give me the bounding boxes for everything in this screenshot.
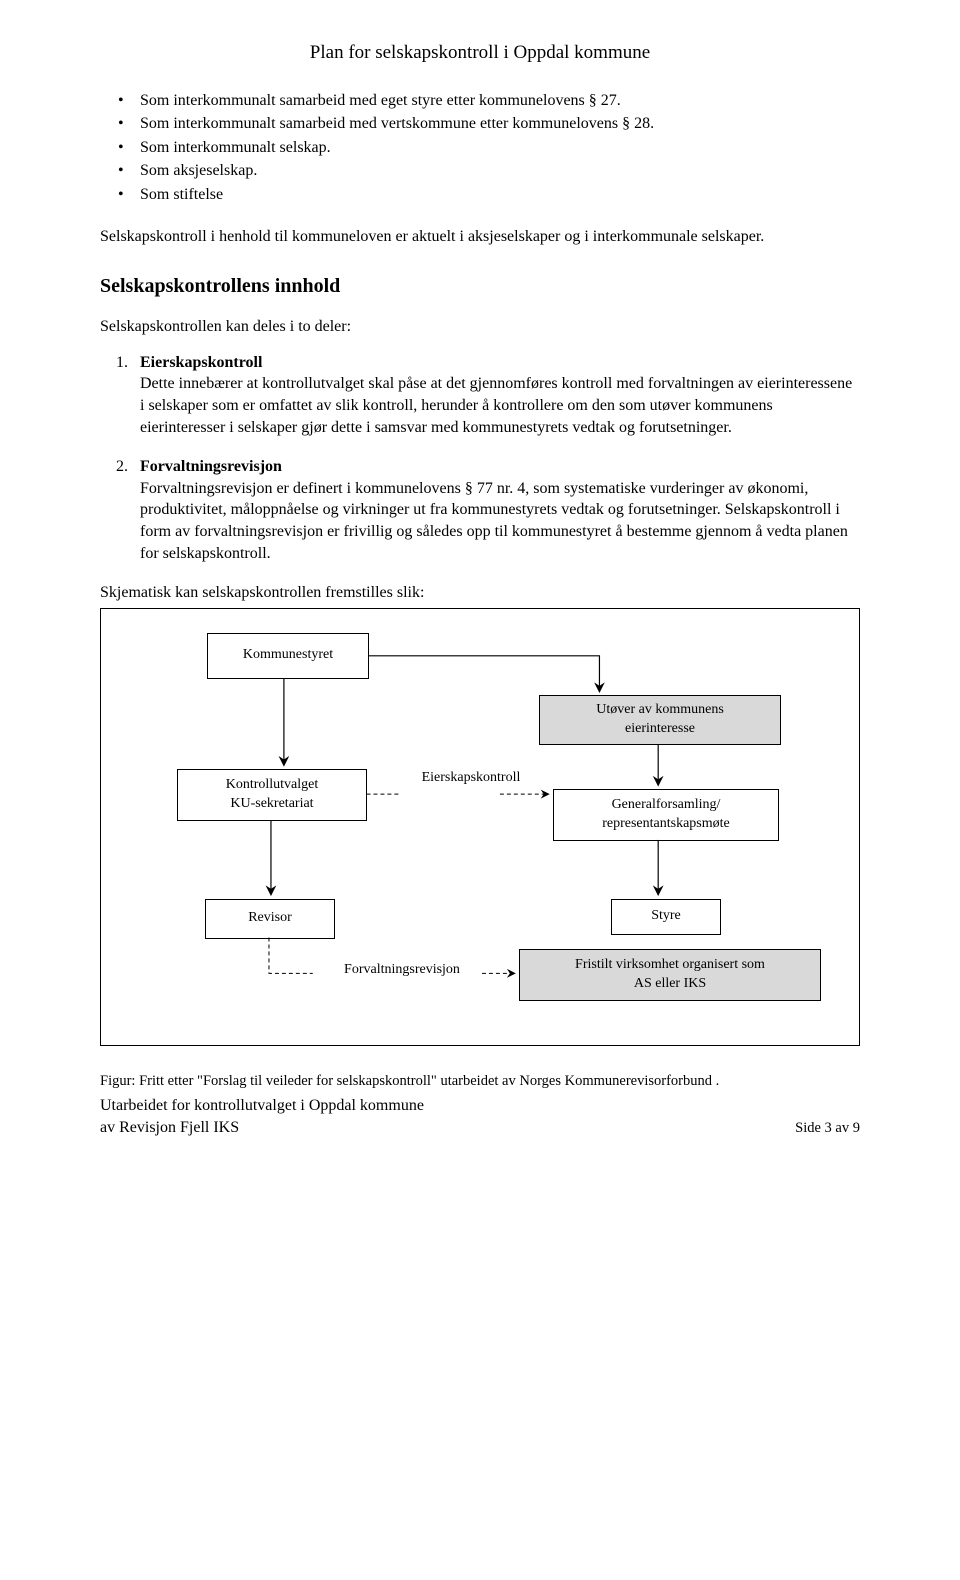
- intro-text: Selskapskontrollen kan deles i to deler:: [100, 316, 860, 338]
- node-kontrollutvalget: Kontrollutvalget KU-sekretariat: [177, 769, 367, 821]
- page-title: Plan for selskapskontroll i Oppdal kommu…: [100, 40, 860, 66]
- item-title: Eierskapskontroll: [140, 354, 262, 371]
- node-label: Kommunestyret: [243, 646, 333, 665]
- node-revisor: Revisor: [205, 899, 335, 939]
- bullet-list: Som interkommunalt samarbeid med eget st…: [100, 90, 860, 206]
- list-item: Eierskapskontroll Dette innebærer at kon…: [140, 352, 860, 438]
- bullet-item: Som aksjeselskap.: [140, 160, 860, 182]
- section-heading: Selskapskontrollens innhold: [100, 273, 860, 300]
- item-body: Forvaltningsrevisjon er definert i kommu…: [140, 480, 848, 562]
- node-fristilt: Fristilt virksomhet organisert som AS el…: [519, 949, 821, 1001]
- node-label: Utøver av kommunens eierinteresse: [596, 701, 724, 739]
- node-kommunestyret: Kommunestyret: [207, 633, 369, 679]
- diagram-frame: Kommunestyret Kontrollutvalget KU-sekret…: [100, 608, 860, 1046]
- node-styre: Styre: [611, 899, 721, 935]
- node-label: Generalforsamling/ representantskapsmøte: [602, 796, 730, 834]
- item-title: Forvaltningsrevisjon: [140, 458, 282, 475]
- node-label: Revisor: [248, 909, 292, 928]
- label-forvaltningsrevisjon: Forvaltningsrevisjon: [317, 961, 487, 980]
- page-footer: Utarbeidet for kontrollutvalget i Oppdal…: [100, 1095, 860, 1138]
- item-body: Dette innebærer at kontrollutvalget skal…: [140, 375, 852, 435]
- list-item: Forvaltningsrevisjon Forvaltningsrevisjo…: [140, 456, 860, 564]
- node-utover: Utøver av kommunens eierinteresse: [539, 695, 781, 745]
- bullet-item: Som interkommunalt selskap.: [140, 137, 860, 159]
- footer-line1: Utarbeidet for kontrollutvalget i Oppdal…: [100, 1097, 424, 1114]
- figure-caption: Figur: Fritt etter "Forslag til veileder…: [100, 1072, 860, 1092]
- bullet-item: Som interkommunalt samarbeid med vertsko…: [140, 113, 860, 135]
- numbered-list: Eierskapskontroll Dette innebærer at kon…: [100, 352, 860, 564]
- label-eierskapskontroll: Eierskapskontroll: [401, 769, 541, 788]
- footer-right: Side 3 av 9: [795, 1119, 860, 1139]
- node-generalforsamling: Generalforsamling/ representantskapsmøte: [553, 789, 779, 841]
- node-label: Styre: [651, 907, 681, 926]
- bullet-item: Som stiftelse: [140, 184, 860, 206]
- bullet-item: Som interkommunalt samarbeid med eget st…: [140, 90, 860, 112]
- schematic-intro: Skjematisk kan selskapskontrollen fremst…: [100, 582, 860, 604]
- node-label: Fristilt virksomhet organisert som AS el…: [575, 956, 765, 994]
- paragraph: Selskapskontroll i henhold til kommunelo…: [100, 226, 860, 248]
- footer-line2: av Revisjon Fjell IKS: [100, 1119, 239, 1136]
- footer-left: Utarbeidet for kontrollutvalget i Oppdal…: [100, 1095, 424, 1138]
- node-label: Kontrollutvalget KU-sekretariat: [226, 776, 319, 814]
